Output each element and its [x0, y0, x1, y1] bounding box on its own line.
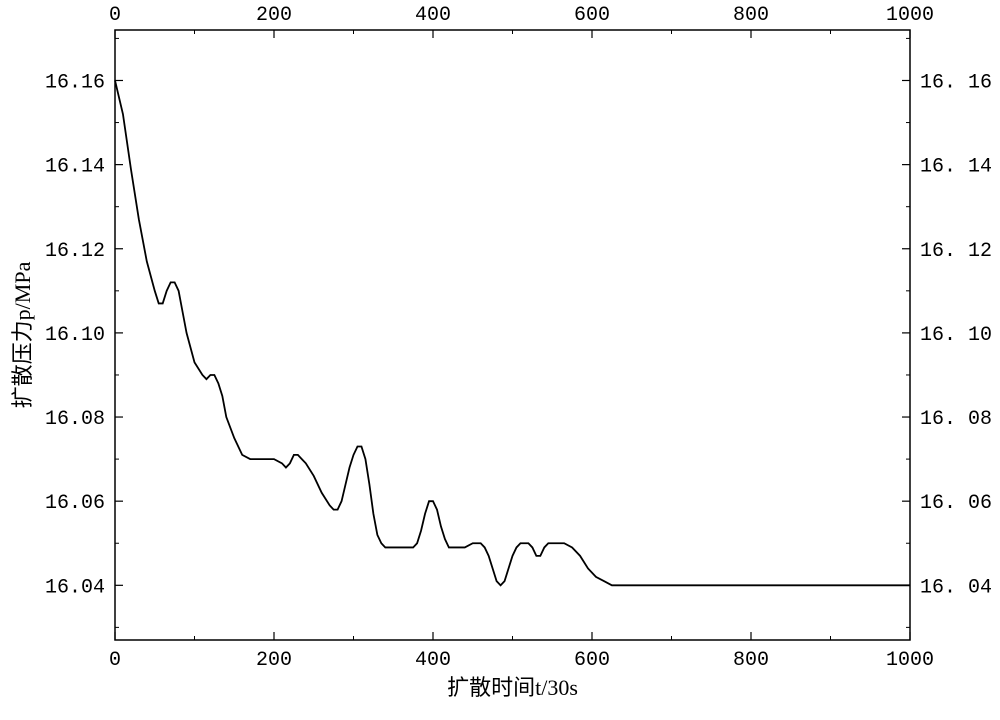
- svg-text:16.08: 16.08: [45, 408, 105, 431]
- y-axis-title: 扩散压力p/MPa: [10, 261, 35, 408]
- svg-text:1000: 1000: [886, 4, 934, 27]
- svg-text:800: 800: [733, 4, 769, 27]
- chart-container: 0 0 200 200 400 400 600 600 800 800 1000 1000 16.04 1…: [0, 0, 1000, 720]
- svg-text:400: 400: [415, 4, 451, 27]
- svg-text:16.04: 16.04: [45, 576, 105, 599]
- svg-text:200: 200: [256, 4, 292, 27]
- svg-text:16. 10: 16. 10: [920, 324, 992, 347]
- svg-text:16. 14: 16. 14: [920, 156, 992, 179]
- svg-text:16.10: 16.10: [45, 324, 105, 347]
- svg-text:16. 12: 16. 12: [920, 240, 992, 263]
- svg-text:16. 04: 16. 04: [920, 576, 992, 599]
- svg-text:16. 08: 16. 08: [920, 408, 992, 431]
- svg-text:0: 0: [109, 4, 121, 27]
- svg-text:16.12: 16.12: [45, 240, 105, 263]
- svg-text:16. 06: 16. 06: [920, 492, 992, 515]
- svg-text:400: 400: [415, 649, 451, 672]
- data-curve: [115, 80, 910, 585]
- svg-text:16.16: 16.16: [45, 71, 105, 94]
- x-axis-title: 扩散时间t/30s: [447, 675, 578, 700]
- svg-text:600: 600: [574, 649, 610, 672]
- svg-text:16.14: 16.14: [45, 156, 105, 179]
- svg-text:16.06: 16.06: [45, 492, 105, 515]
- svg-text:600: 600: [574, 4, 610, 27]
- svg-text:16. 16: 16. 16: [920, 71, 992, 94]
- svg-text:0: 0: [109, 649, 121, 672]
- svg-text:800: 800: [733, 649, 769, 672]
- svg-text:1000: 1000: [886, 649, 934, 672]
- line-chart: 0 0 200 200 400 400 600 600 800 800 1000 1000 16.04 1…: [0, 0, 1000, 720]
- svg-text:200: 200: [256, 649, 292, 672]
